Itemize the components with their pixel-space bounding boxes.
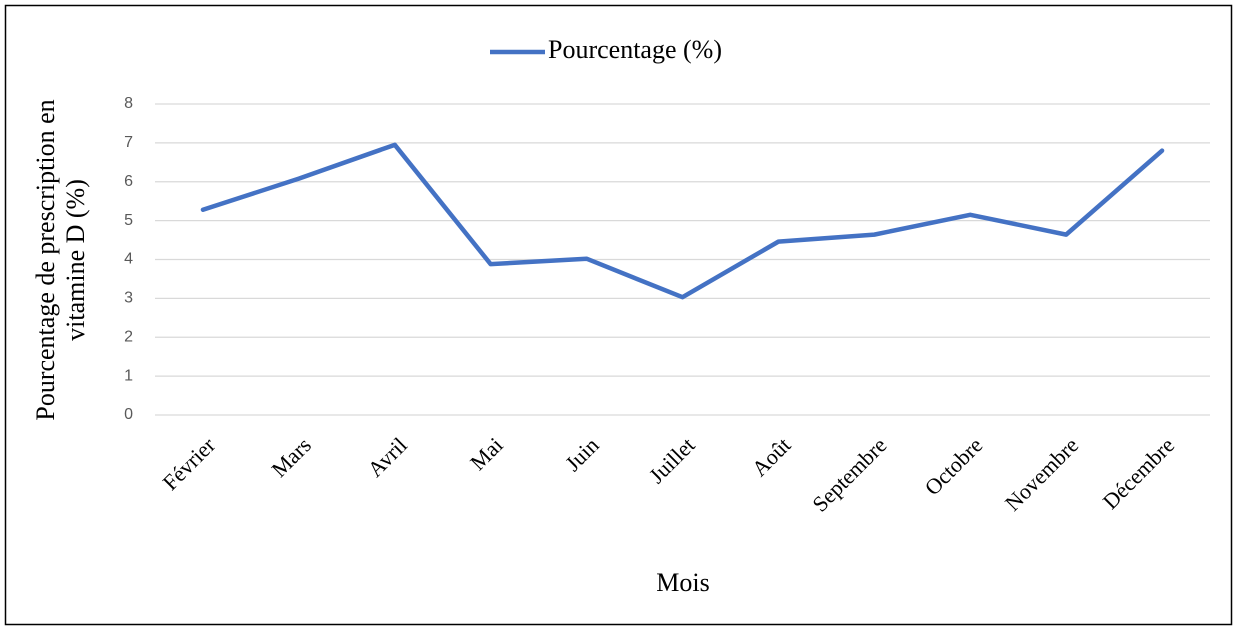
x-axis-label: Mois xyxy=(656,568,709,597)
y-tick-label: 8 xyxy=(124,95,133,112)
y-axis-label: Pourcentage de prescription en vitamine … xyxy=(31,99,90,420)
chart-border xyxy=(4,4,1233,626)
y-axis-label-line: vitamine D (%) xyxy=(61,179,90,341)
y-tick-label: 7 xyxy=(124,134,133,151)
y-tick-label: 6 xyxy=(124,173,133,190)
data-line xyxy=(200,142,1165,300)
y-tick-label: 2 xyxy=(124,328,133,345)
y-tick-label: 1 xyxy=(124,367,133,384)
y-axis-label-line: Pourcentage de prescription en xyxy=(31,99,60,420)
y-tick-label: 5 xyxy=(124,212,133,229)
y-tick-label: 3 xyxy=(124,290,133,307)
y-tick-label: 4 xyxy=(124,251,133,268)
legend-label: Pourcentage (%) xyxy=(548,35,722,64)
y-tick-label: 0 xyxy=(124,406,133,423)
